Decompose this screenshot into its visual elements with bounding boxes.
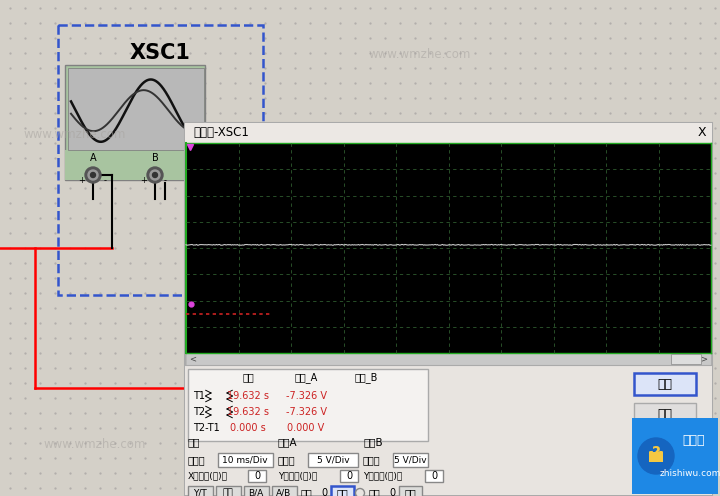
Text: A/B: A/B <box>276 489 292 496</box>
Text: 外触发: 外触发 <box>636 433 654 443</box>
Bar <box>634 373 696 395</box>
Bar <box>331 486 354 496</box>
Text: 通道B: 通道B <box>363 437 382 447</box>
Text: 反向: 反向 <box>657 377 672 390</box>
Circle shape <box>91 173 96 178</box>
Circle shape <box>147 167 163 183</box>
Text: 0: 0 <box>321 488 327 496</box>
Bar <box>399 486 422 496</box>
Bar <box>65 65 205 180</box>
Bar <box>308 453 358 467</box>
Bar <box>425 470 443 482</box>
Text: 保存: 保存 <box>657 408 672 421</box>
Text: 0.000 s: 0.000 s <box>230 423 266 433</box>
Circle shape <box>153 173 158 178</box>
Text: 19.632 s: 19.632 s <box>227 407 269 417</box>
Text: B: B <box>152 153 158 163</box>
Text: 直流: 直流 <box>336 488 348 496</box>
Text: 5 V/Div: 5 V/Div <box>317 455 349 464</box>
Text: 知识屋: 知识屋 <box>683 434 706 446</box>
Text: 0.000 V: 0.000 V <box>287 423 325 433</box>
Text: -7.326 V: -7.326 V <box>286 391 326 401</box>
Bar <box>649 452 663 462</box>
Text: 时间: 时间 <box>242 372 254 382</box>
Bar <box>188 486 213 496</box>
Text: T1: T1 <box>193 391 205 401</box>
Circle shape <box>85 167 101 183</box>
Text: 5 V/Div: 5 V/Div <box>394 455 426 464</box>
Bar <box>272 486 297 496</box>
Circle shape <box>682 434 690 442</box>
Bar <box>188 369 428 441</box>
Text: >: > <box>701 355 708 364</box>
Text: 直流: 直流 <box>404 488 416 496</box>
Text: 时基: 时基 <box>188 437 200 447</box>
Text: T2: T2 <box>193 407 205 417</box>
Text: 0: 0 <box>254 471 260 481</box>
Text: A: A <box>90 153 96 163</box>
Text: www.wmzhe.com: www.wmzhe.com <box>369 49 471 62</box>
Text: +: + <box>140 176 148 185</box>
Text: Y轴位移(格)：: Y轴位移(格)： <box>363 472 402 481</box>
Text: 通道A: 通道A <box>278 437 297 447</box>
Text: 刻度：: 刻度： <box>363 455 381 465</box>
Text: ?: ? <box>652 446 660 461</box>
Text: 19.632 s: 19.632 s <box>227 391 269 401</box>
Bar <box>216 486 241 496</box>
Text: 交流: 交流 <box>300 488 312 496</box>
Text: Y轴位移(格)：: Y轴位移(格)： <box>278 472 318 481</box>
Text: XSC1: XSC1 <box>130 43 191 63</box>
Text: X: X <box>698 126 706 139</box>
Bar <box>186 143 711 353</box>
Text: B/A: B/A <box>248 489 264 496</box>
Bar <box>58 25 263 295</box>
Bar <box>248 470 266 482</box>
Circle shape <box>88 170 98 180</box>
Text: -7.326 V: -7.326 V <box>286 407 326 417</box>
Text: Y/T: Y/T <box>193 489 207 496</box>
Text: 通道_B: 通道_B <box>354 372 378 383</box>
Text: 通道_A: 通道_A <box>294 372 318 383</box>
Text: 刻度：: 刻度： <box>278 455 296 465</box>
Text: zhishiwu.com: zhishiwu.com <box>660 470 720 479</box>
Bar <box>68 68 204 150</box>
Bar <box>185 365 712 495</box>
Text: 10 ms/Div: 10 ms/Div <box>222 455 268 464</box>
Bar <box>340 470 358 482</box>
Text: 标度：: 标度： <box>188 455 206 465</box>
Bar <box>393 453 428 467</box>
Text: +: + <box>78 176 86 185</box>
Circle shape <box>356 489 364 496</box>
Text: 示波器-XSC1: 示波器-XSC1 <box>193 126 249 139</box>
Text: 0: 0 <box>346 471 352 481</box>
Text: -: - <box>163 176 166 185</box>
Bar <box>185 123 712 143</box>
Text: 交流: 交流 <box>368 488 380 496</box>
Bar <box>634 403 696 425</box>
Text: 添加: 添加 <box>222 489 233 496</box>
Bar <box>186 353 711 365</box>
Text: -: - <box>104 176 107 185</box>
Text: www.wmzhe.com: www.wmzhe.com <box>44 438 146 451</box>
Circle shape <box>638 438 674 474</box>
Bar <box>218 453 273 467</box>
Bar <box>632 418 718 494</box>
Text: 0: 0 <box>431 471 437 481</box>
Text: T2-T1: T2-T1 <box>193 423 220 433</box>
Bar <box>65 150 205 180</box>
Circle shape <box>150 170 160 180</box>
Text: X轴位移(格)：: X轴位移(格)： <box>188 472 228 481</box>
Text: 0: 0 <box>389 488 395 496</box>
Text: <: < <box>189 355 197 364</box>
Text: www.wmzhe.com: www.wmzhe.com <box>24 128 126 141</box>
Bar <box>671 354 701 364</box>
Bar <box>185 123 712 495</box>
Bar <box>244 486 269 496</box>
